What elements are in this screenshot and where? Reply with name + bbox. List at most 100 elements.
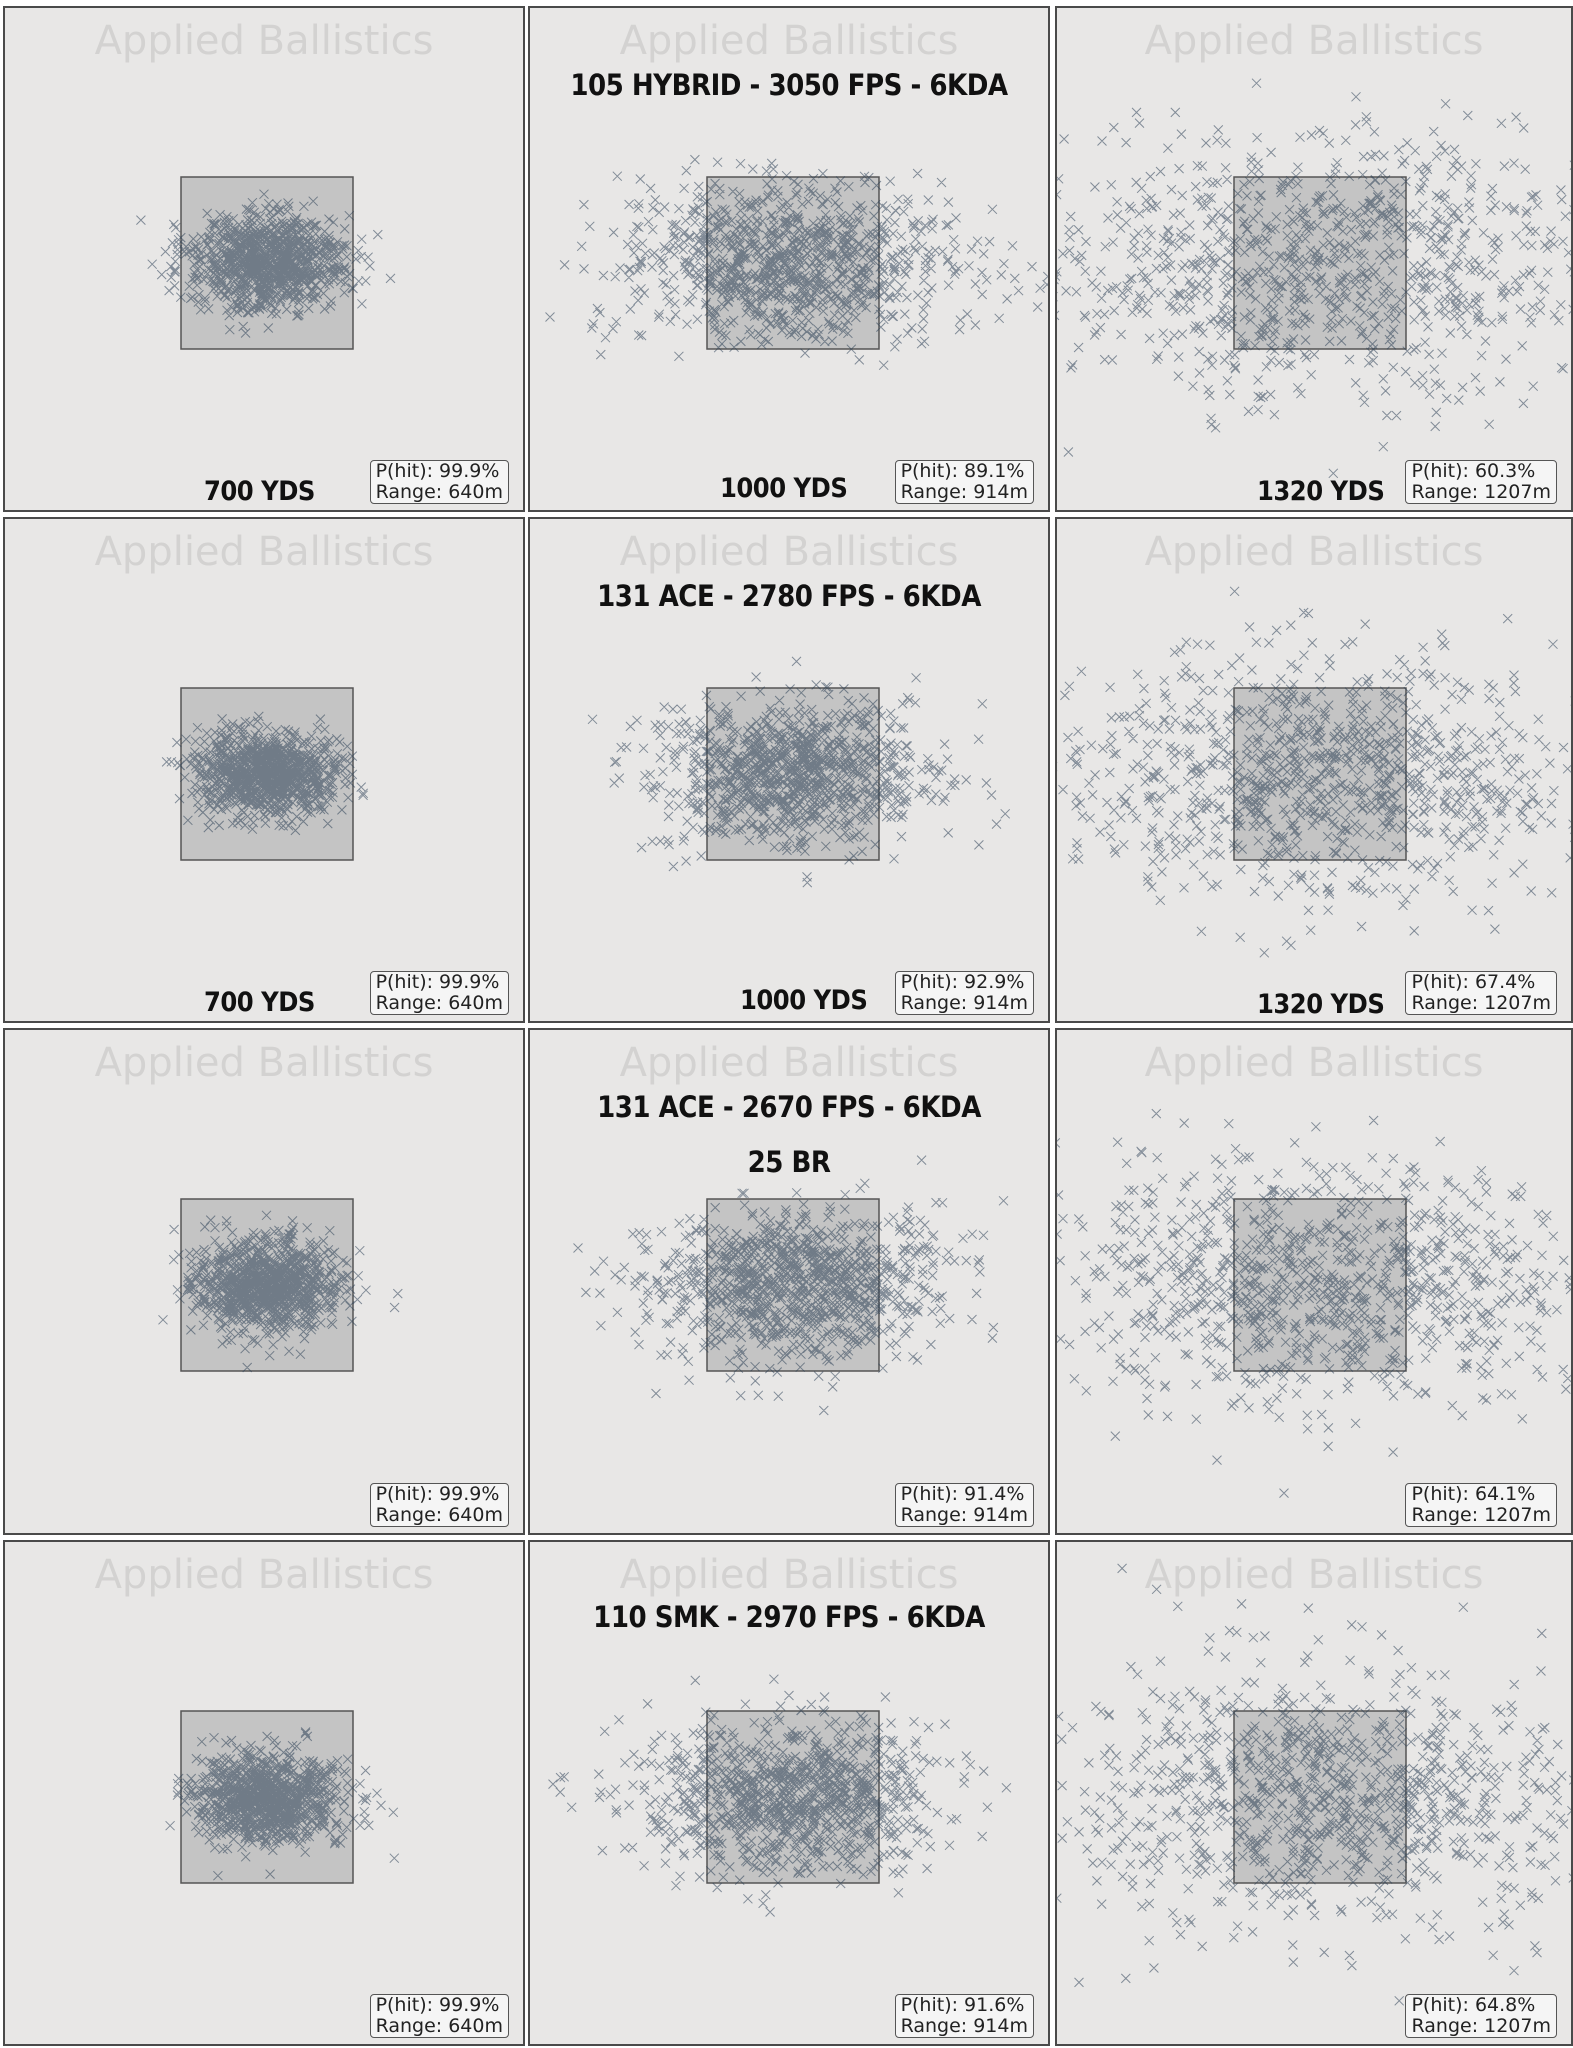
load-heading: 105 HYBRID - 3050 FPS - 6KDA	[570, 68, 1008, 102]
range-value: Range: 1207m	[1411, 2015, 1551, 2037]
impact-marker	[158, 1210, 403, 1373]
hit-info-box: P(hit): 99.9% Range: 640m	[369, 971, 509, 1015]
impact-marker	[573, 1155, 1009, 1416]
range-value: Range: 914m	[900, 2015, 1028, 2037]
watermark: Applied Ballistics	[1144, 529, 1484, 575]
hit-probability: P(hit): 99.9%	[375, 460, 500, 482]
hit-probability: P(hit): 91.4%	[900, 1483, 1025, 1505]
distance-label: 700 YDS	[204, 987, 315, 1018]
impact-marker	[161, 711, 369, 836]
watermark: Applied Ballistics	[94, 529, 434, 575]
watermark: Applied Ballistics	[1144, 1040, 1484, 1086]
scatter-panel: Applied Ballistics 1320 YDS P(hit): 60.3% R…	[1055, 6, 1573, 512]
watermark: Applied Ballistics	[619, 18, 959, 64]
load-heading: 131 ACE - 2670 FPS - 6KDA	[597, 1090, 981, 1124]
range-value: Range: 640m	[375, 2015, 503, 2037]
range-value: Range: 914m	[900, 481, 1028, 503]
impact-markers	[1057, 1563, 1571, 2006]
hit-probability: P(hit): 89.1%	[900, 460, 1025, 482]
impact-markers	[165, 1727, 400, 1881]
range-value: Range: 1207m	[1411, 481, 1551, 503]
hit-probability: P(hit): 99.9%	[375, 971, 500, 993]
impact-marker	[136, 189, 396, 338]
load-subheading: 25 BR	[747, 1145, 831, 1179]
scatter-panel: Applied Ballistics 105 HYBRID - 3050 FPS …	[528, 6, 1050, 512]
impact-markers	[1057, 586, 1571, 958]
impact-marker	[548, 1674, 1012, 1917]
hit-probability: P(hit): 64.1%	[1411, 1483, 1536, 1505]
load-heading: 131 ACE - 2780 FPS - 6KDA	[597, 579, 981, 613]
hit-probability: P(hit): 67.4%	[1411, 971, 1536, 993]
impact-markers	[545, 154, 1048, 371]
distance-label: 700 YDS	[204, 476, 315, 507]
impact-markers	[1057, 1108, 1571, 1498]
scatter-plot	[1057, 78, 1571, 479]
scatter-panel: Applied Ballistics P(hit): 64.1% Range: 12…	[1055, 1028, 1573, 1535]
hit-info-box: P(hit): 64.8% Range: 1207m	[1405, 1994, 1557, 2038]
watermark: Applied Ballistics	[1144, 18, 1484, 64]
scatter-panel: Applied Ballistics 131 ACE - 2780 FPS - 6…	[528, 517, 1050, 1023]
scatter-plot	[158, 1198, 403, 1373]
impact-marker	[1057, 78, 1571, 479]
hit-probability: P(hit): 99.9%	[375, 1994, 500, 2016]
load-heading: 110 SMK - 2970 FPS - 6KDA	[593, 1600, 985, 1634]
range-value: Range: 640m	[375, 992, 503, 1014]
impact-markers	[1057, 78, 1571, 479]
scatter-panel: Applied Ballistics 700 YDS P(hit): 99.9% Ra…	[3, 517, 525, 1023]
impact-marker	[545, 154, 1048, 371]
scatter-plot	[1057, 1563, 1571, 2006]
hit-info-box: P(hit): 89.1% Range: 914m	[894, 460, 1034, 504]
distance-label: 1000 YDS	[720, 473, 848, 504]
range-value: Range: 914m	[900, 992, 1028, 1014]
range-value: Range: 1207m	[1411, 992, 1551, 1014]
scatter-panel: Applied Ballistics 1320 YDS P(hit): 67.4% R…	[1055, 517, 1573, 1023]
scatter-plot	[573, 1155, 1009, 1416]
hit-info-box: P(hit): 91.4% Range: 914m	[894, 1483, 1034, 1527]
scatter-panel: Applied Ballistics P(hit): 99.9% Range: 64…	[3, 1540, 525, 2046]
range-value: Range: 640m	[375, 1504, 503, 1526]
scatter-panel: Applied Ballistics 700 YDS P(hit): 99.9% Ra…	[3, 6, 525, 512]
watermark: Applied Ballistics	[619, 1552, 959, 1598]
scatter-panel: Applied Ballistics 131 ACE - 2670 FPS - 6…	[528, 1028, 1050, 1535]
watermark: Applied Ballistics	[94, 18, 434, 64]
watermark: Applied Ballistics	[619, 529, 959, 575]
hit-info-box: P(hit): 99.9% Range: 640m	[369, 1994, 509, 2038]
scatter-plot	[161, 687, 369, 861]
hit-info-box: P(hit): 92.9% Range: 914m	[894, 971, 1034, 1015]
impact-marker	[1057, 1563, 1571, 2006]
impact-markers	[158, 1210, 403, 1373]
scatter-plot	[136, 176, 396, 350]
scatter-panel: Applied Ballistics P(hit): 64.8% Range: 12…	[1055, 1540, 1573, 2046]
distance-label: 1320 YDS	[1257, 989, 1385, 1020]
impact-markers	[161, 711, 369, 836]
range-value: Range: 914m	[900, 1504, 1028, 1526]
hit-probability: P(hit): 99.9%	[375, 1483, 500, 1505]
impact-markers	[587, 656, 1011, 888]
hit-probability: P(hit): 64.8%	[1411, 1994, 1536, 2016]
distance-label: 1320 YDS	[1257, 476, 1385, 507]
range-value: Range: 640m	[375, 481, 503, 503]
impact-marker	[587, 656, 1011, 888]
distance-label: 1000 YDS	[740, 985, 868, 1016]
scatter-plot	[1057, 586, 1571, 958]
impact-markers	[548, 1674, 1012, 1917]
hit-probability: P(hit): 60.3%	[1411, 460, 1536, 482]
target-square	[1233, 687, 1407, 861]
hit-probability: P(hit): 91.6%	[900, 1994, 1025, 2016]
scatter-panel: Applied Ballistics P(hit): 99.9% Range: 64…	[3, 1028, 525, 1535]
watermark: Applied Ballistics	[94, 1552, 434, 1598]
scatter-panel: Applied Ballistics 110 SMK - 2970 FPS - 6…	[528, 1540, 1050, 2046]
range-value: Range: 1207m	[1411, 1504, 1551, 1526]
scatter-plot	[1057, 1108, 1571, 1498]
watermark: Applied Ballistics	[619, 1040, 959, 1086]
watermark: Applied Ballistics	[94, 1040, 434, 1086]
impact-markers	[136, 189, 396, 338]
hit-info-box: P(hit): 99.9% Range: 640m	[369, 1483, 509, 1527]
watermark: Applied Ballistics	[1144, 1552, 1484, 1598]
impact-marker	[1057, 1108, 1571, 1498]
impact-markers	[573, 1155, 1009, 1416]
hit-info-box: P(hit): 91.6% Range: 914m	[894, 1994, 1034, 2038]
scatter-plot	[545, 154, 1048, 371]
hit-info-box: P(hit): 64.1% Range: 1207m	[1405, 1483, 1557, 1527]
impact-marker	[165, 1727, 400, 1881]
